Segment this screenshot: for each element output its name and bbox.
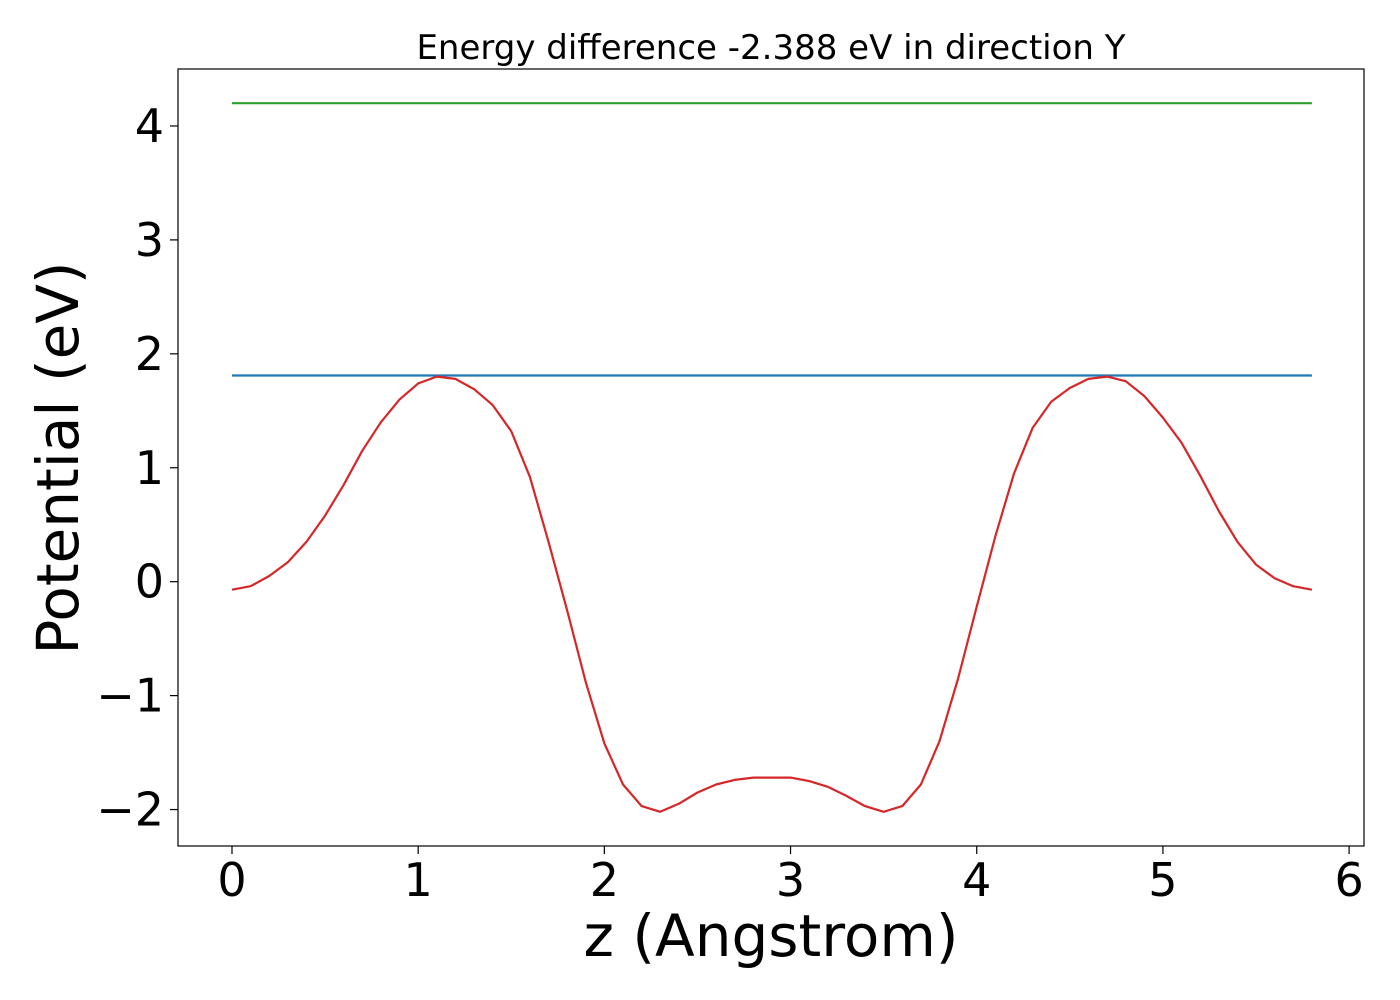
y-tick-label: −1 bbox=[96, 669, 164, 723]
y-tick-label: 1 bbox=[135, 441, 164, 495]
x-axis-label: z (Angstrom) bbox=[584, 902, 959, 970]
y-tick-label: 3 bbox=[135, 213, 164, 267]
series-layer bbox=[231, 102, 1313, 813]
x-tick-label: 0 bbox=[217, 853, 246, 907]
plot-frame bbox=[177, 68, 1365, 847]
x-tick-label: 2 bbox=[590, 853, 619, 907]
y-tick-label: 4 bbox=[135, 99, 164, 153]
x-tick-label: 1 bbox=[404, 853, 433, 907]
chart-title: Energy difference -2.388 eV in direction… bbox=[416, 28, 1125, 68]
y-tick-label: 2 bbox=[135, 327, 164, 381]
x-tick-label: 5 bbox=[1148, 853, 1177, 907]
x-axis: 0 1 2 3 4 5 6 bbox=[217, 846, 1364, 907]
x-tick-label: 4 bbox=[962, 853, 991, 907]
x-tick-label: 6 bbox=[1334, 853, 1363, 907]
series-line-3 bbox=[231, 375, 1313, 813]
y-tick-label: 0 bbox=[135, 555, 164, 609]
y-axis-label: Potential (eV) bbox=[24, 261, 92, 654]
x-tick-label: 3 bbox=[776, 853, 805, 907]
y-axis: −2 −1 0 1 2 3 4 bbox=[96, 99, 178, 837]
y-tick-label: −2 bbox=[96, 783, 164, 837]
